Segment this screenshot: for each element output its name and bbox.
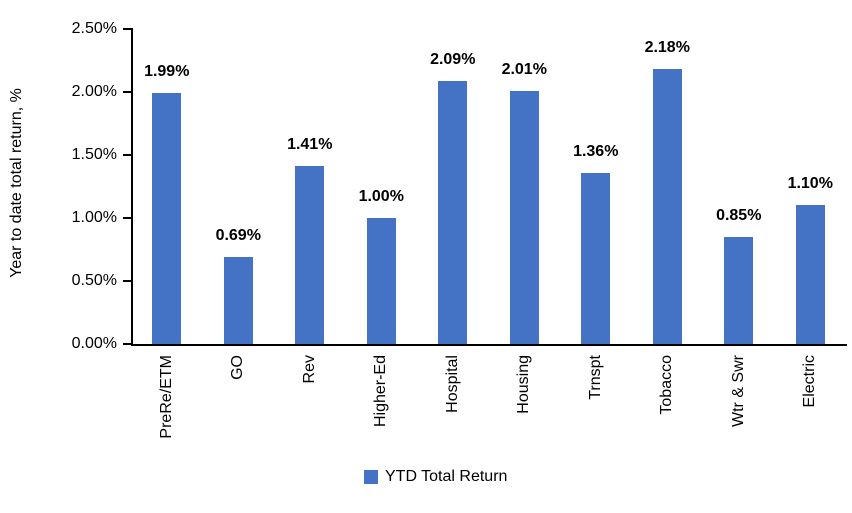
y-tick-label: 0.50% <box>71 272 117 289</box>
legend-label: YTD Total Return <box>385 468 508 485</box>
bar-GO <box>223 257 253 344</box>
bar-Tobacco <box>652 69 682 344</box>
bar-value-label: 1.10% <box>787 175 833 192</box>
bar-value-label: 1.99% <box>144 63 190 80</box>
y-tick-mark <box>123 28 131 30</box>
bar-Electric <box>795 205 825 344</box>
bar-value-label: 1.41% <box>287 136 333 153</box>
bar-value-label: 0.69% <box>215 227 261 244</box>
y-tick-mark <box>123 343 131 345</box>
legend-swatch-icon <box>364 470 378 484</box>
bar-value-label: 2.18% <box>644 39 690 56</box>
y-tick-label: 1.00% <box>71 209 117 226</box>
y-tick-mark <box>123 217 131 219</box>
x-category-label: PreRe/ETM <box>157 355 175 439</box>
x-axis-line <box>131 344 847 346</box>
legend: YTD Total Return <box>364 468 507 486</box>
x-category-label: Housing <box>515 355 533 414</box>
bar-value-label: 2.01% <box>501 61 547 78</box>
x-category-label: Trnspt <box>586 355 604 400</box>
y-axis-title: Year to date total return, % <box>8 88 25 278</box>
y-tick-label: 1.50% <box>71 146 117 163</box>
y-tick-mark <box>123 280 131 282</box>
bar-Higher-Ed <box>366 218 396 344</box>
y-tick-label: 2.00% <box>71 83 117 100</box>
bar-Hospital <box>438 81 468 344</box>
x-category-label: Wtr & Swr <box>729 355 747 427</box>
x-category-label: Higher-Ed <box>372 355 390 428</box>
y-axis-line <box>131 28 133 346</box>
x-category-label: Hospital <box>443 355 461 413</box>
x-category-label: Tobacco <box>658 355 676 415</box>
x-category-label: Rev <box>300 355 318 384</box>
bar-value-label: 2.09% <box>430 51 476 68</box>
y-tick-mark <box>123 91 131 93</box>
x-category-label: GO <box>229 355 247 380</box>
x-category-label: Electric <box>801 355 819 408</box>
bar-value-label: 0.85% <box>716 207 762 224</box>
bar-Wtr & Swr <box>724 237 754 344</box>
bar-value-label: 1.00% <box>358 188 404 205</box>
bar-value-label: 1.36% <box>573 143 619 160</box>
y-tick-label: 2.50% <box>71 20 117 37</box>
y-tick-label: 0.00% <box>71 335 117 352</box>
y-tick-mark <box>123 154 131 156</box>
bar-PreRe/ETM <box>152 93 182 344</box>
bar-Trnspt <box>581 173 611 344</box>
bar-Housing <box>509 91 539 344</box>
bar-Rev <box>295 166 325 344</box>
